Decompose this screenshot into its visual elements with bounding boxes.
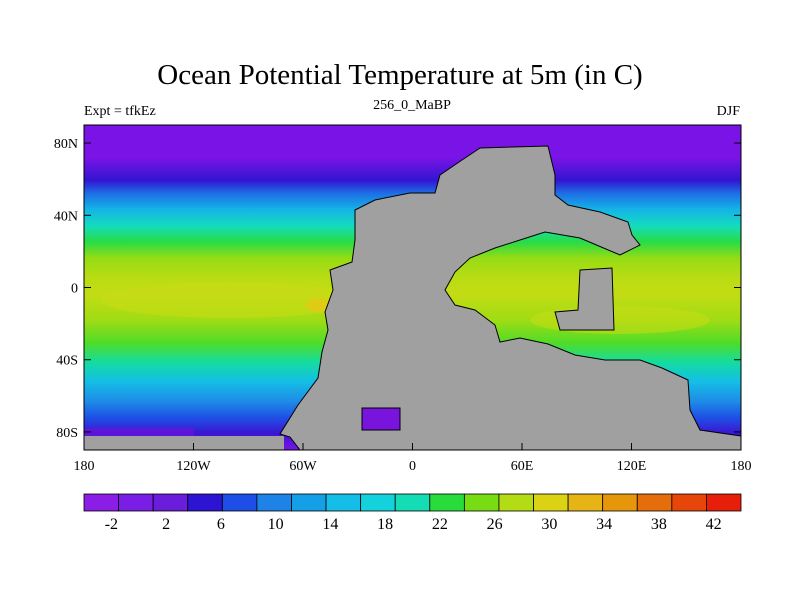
time-label: 256_0_MaBP: [373, 98, 451, 113]
longitude-axis: 180 120W 60W 0 60E 120E 180: [74, 443, 752, 474]
colorbar-label: 30: [541, 516, 557, 533]
colorbar-label: 34: [596, 516, 612, 533]
colorbar-label: -2: [105, 516, 118, 533]
colorbar-swatch: [83, 493, 119, 512]
south-polar-patch: [84, 428, 194, 436]
colorbar-swatch: [394, 493, 431, 512]
season-label: DJF: [716, 104, 740, 119]
colorbar-swatch: [671, 493, 707, 512]
colorbar-swatch: [463, 493, 500, 512]
south-land-strip: [84, 436, 284, 450]
latitude-axis: 80N 40N 0 40S 80S: [54, 137, 741, 441]
colorbar-swatch: [602, 493, 638, 512]
lon-tick-label: 120E: [617, 459, 647, 474]
lat-tick-label: 0: [71, 282, 78, 297]
colorbar-swatch: [636, 493, 673, 512]
colorbar-label: 10: [268, 516, 284, 533]
colorbar-swatch: [221, 493, 258, 512]
lon-tick-label: 60E: [511, 459, 534, 474]
lon-tick-label: 120W: [176, 459, 211, 474]
tropical-warm-pool-west: [100, 282, 360, 318]
lon-tick-label: 180: [731, 459, 752, 474]
colorbar-swatch: [360, 493, 396, 512]
colorbar-swatch: [256, 493, 292, 512]
lon-tick-label: 180: [74, 459, 95, 474]
polar-lake: [361, 407, 401, 431]
colorbar-swatch: [291, 493, 327, 512]
colorbar-swatch: [429, 493, 465, 512]
colorbar-label: 6: [217, 516, 225, 533]
colorbar-swatch: [118, 493, 154, 512]
lat-tick-label: 40S: [56, 354, 78, 369]
colorbar-swatch: [325, 493, 362, 512]
colorbar-swatch: [498, 493, 534, 512]
colorbar: -2 2 6 10 14 18 22 26 30 34 38 42: [83, 493, 742, 533]
island-east: [554, 267, 615, 331]
colorbar-swatch: [152, 493, 189, 512]
colorbar-label: 18: [377, 516, 393, 533]
supercontinent-landmass: [279, 145, 741, 450]
colorbar-label: 42: [706, 516, 722, 533]
colorbar-label: 22: [432, 516, 448, 533]
lat-tick-label: 40N: [54, 209, 78, 224]
colorbar-label: 26: [487, 516, 503, 533]
map-title: Ocean Potential Temperature at 5m (in C): [157, 59, 643, 91]
colorbar-swatch: [187, 493, 223, 512]
colorbar-swatch: [567, 493, 604, 512]
experiment-label: Expt = tfkEz: [84, 104, 156, 119]
lat-tick-label: 80N: [54, 137, 78, 152]
lat-tick-label: 80S: [56, 426, 78, 441]
colorbar-label: 38: [651, 516, 667, 533]
colorbar-label: 2: [162, 516, 170, 533]
colorbar-swatch: [533, 493, 569, 512]
lon-tick-label: 60W: [289, 459, 317, 474]
lon-tick-label: 0: [409, 459, 416, 474]
colorbar-label: 14: [322, 516, 338, 533]
colorbar-swatch: [706, 493, 742, 512]
